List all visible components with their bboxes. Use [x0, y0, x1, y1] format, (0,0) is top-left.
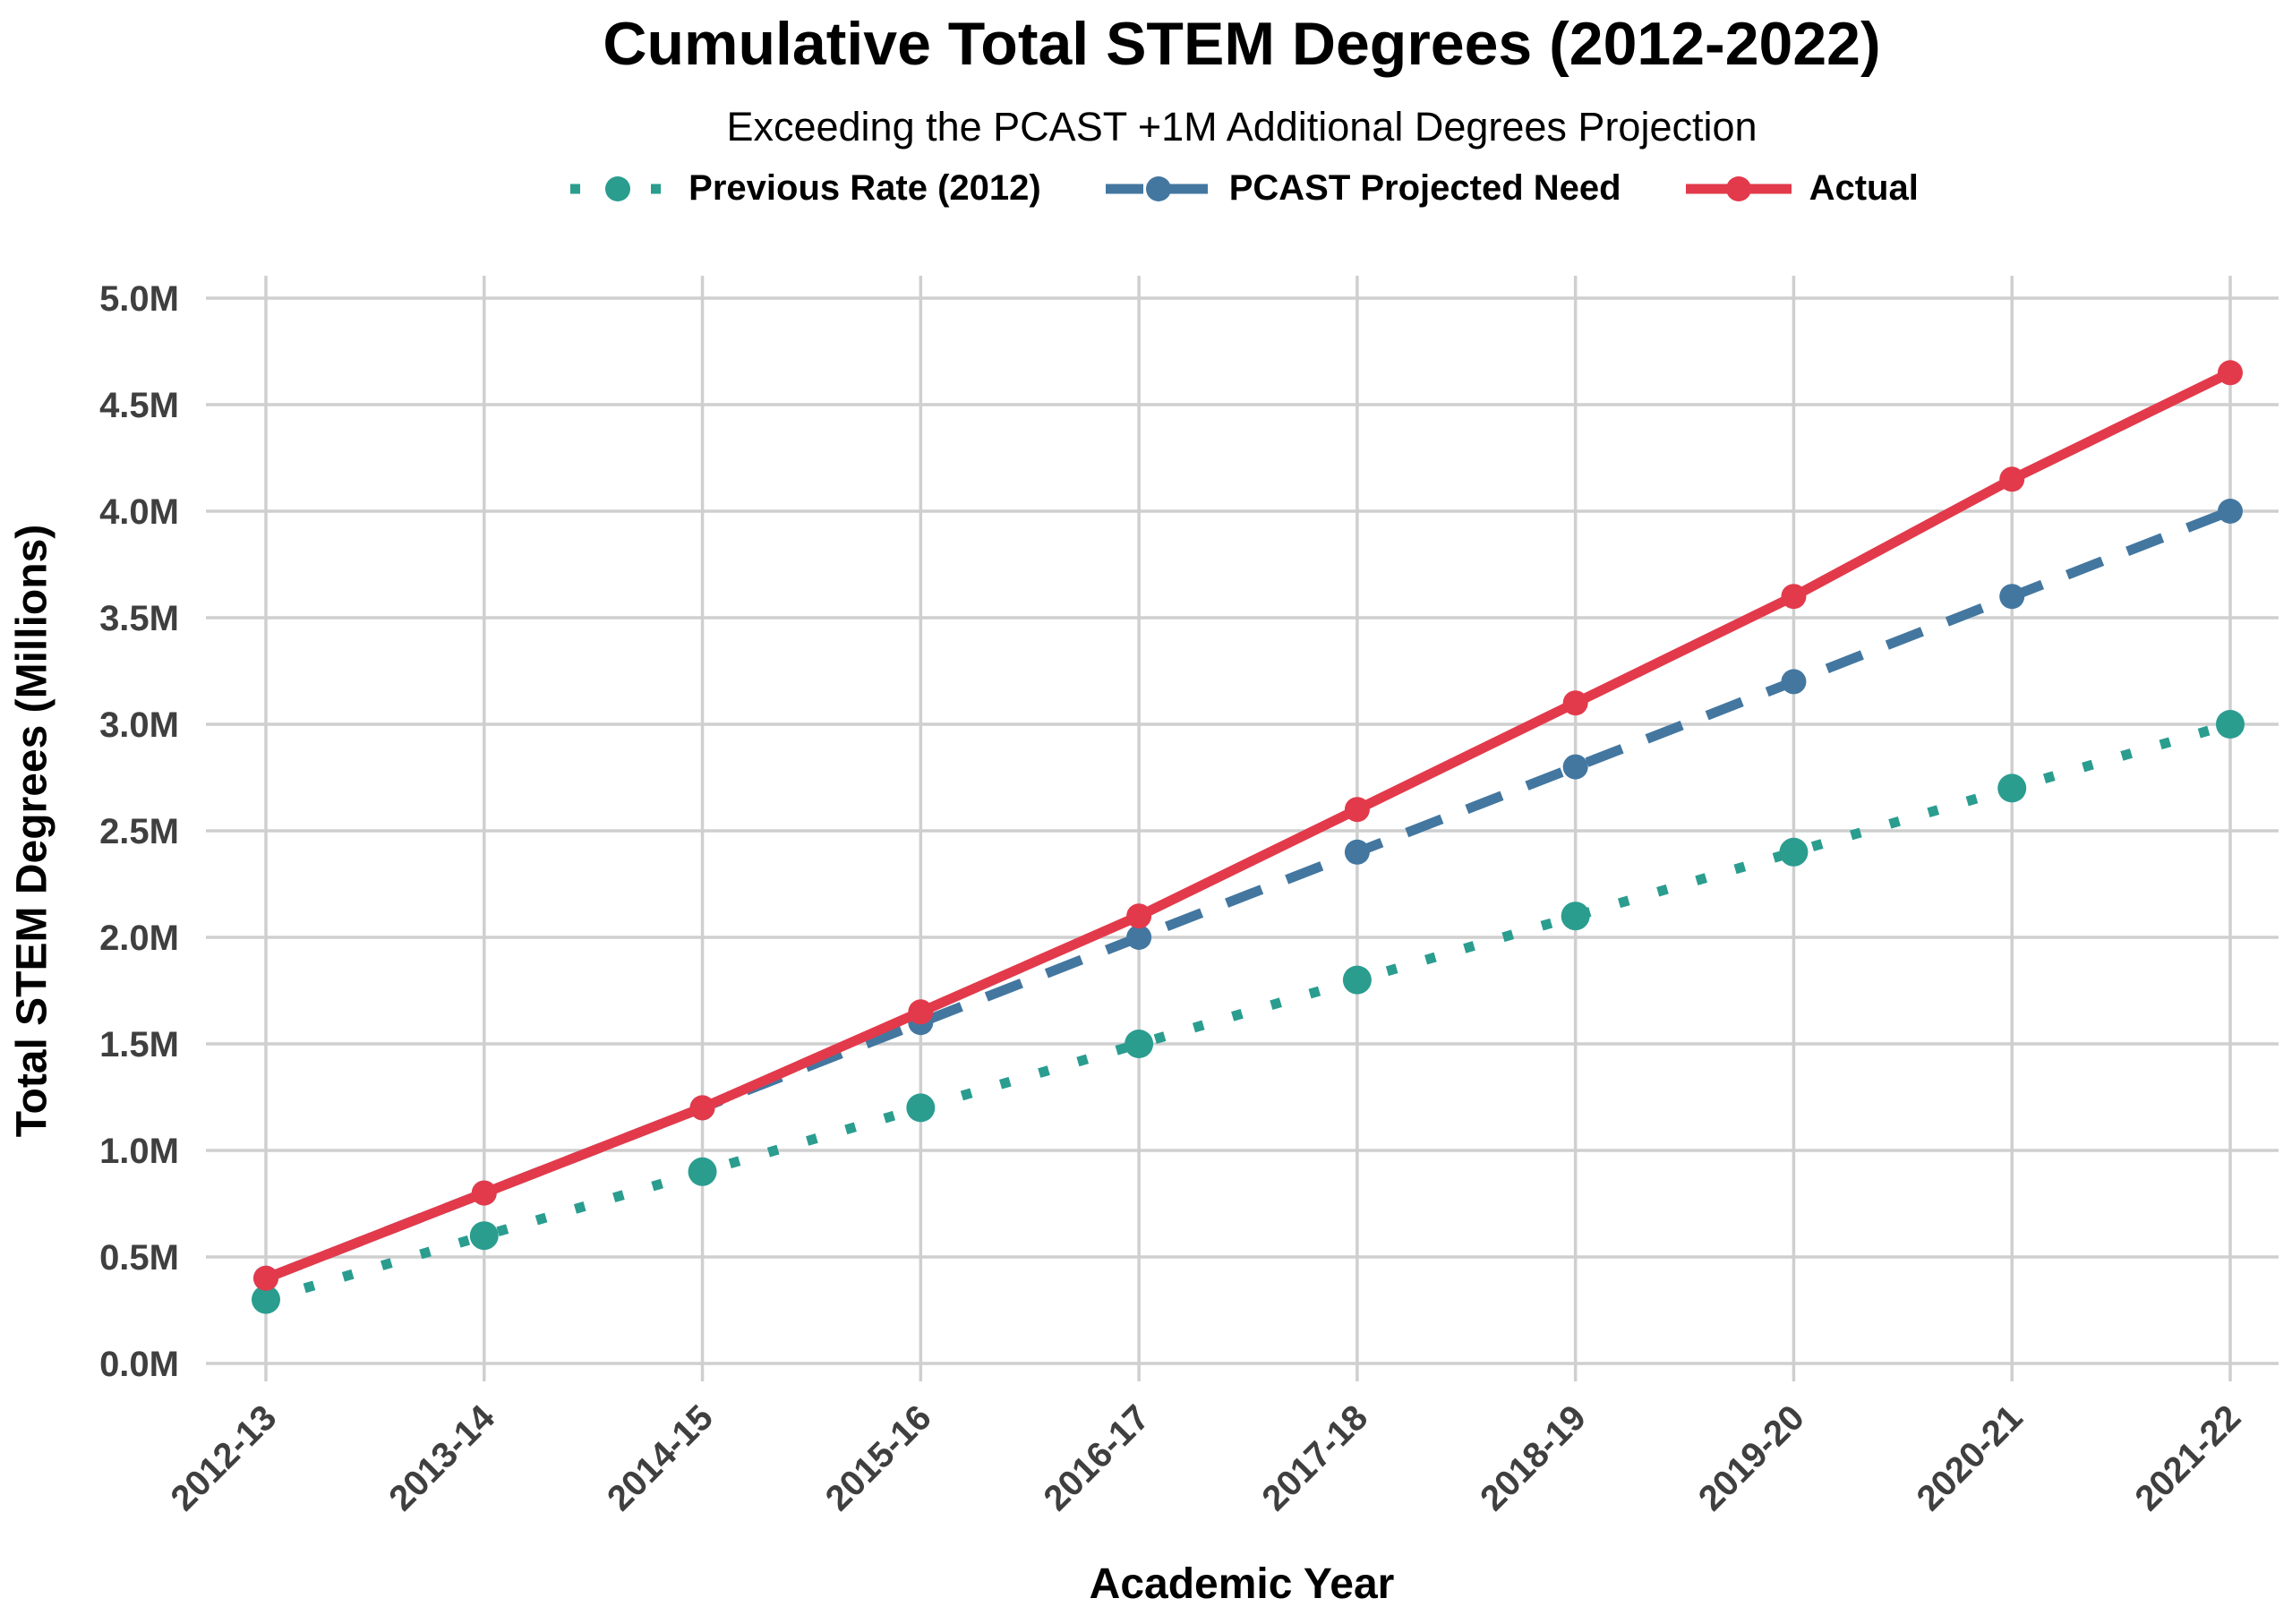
data-point-pcast-projected-need [1999, 584, 2025, 610]
data-point-previous-rate-2012 [1125, 1030, 1154, 1058]
legend-marker-icon [1145, 175, 1171, 201]
legend-swatch-dashed-line [1105, 175, 1211, 201]
data-point-previous-rate-2012 [1997, 774, 2027, 803]
data-point-actual [1781, 584, 1807, 610]
data-point-actual [1126, 903, 1152, 929]
y-tick-label: 3.5M [99, 599, 179, 638]
y-tick-labels: 0.0M 0.5M 1.0M 1.5M 2.0M 2.5M 3.0M 3.5M 4.0M 4.5M… [99, 279, 179, 1384]
y-tick-label: 2.0M [99, 919, 179, 958]
legend-item-previous-rate-2012: Previous Rate (2012) [565, 168, 1041, 209]
y-tick-label: 1.5M [99, 1025, 179, 1064]
data-point-actual [2218, 360, 2243, 386]
data-point-previous-rate-2012 [1779, 837, 1809, 867]
x-tick-label: 2015-16 [818, 1397, 939, 1518]
data-point-actual [253, 1265, 278, 1291]
x-tick-label: 2016-17 [1037, 1397, 1158, 1518]
data-point-previous-rate-2012 [2216, 710, 2245, 739]
data-point-actual [689, 1095, 715, 1121]
y-tick-label: 4.5M [99, 386, 179, 425]
y-tick-label: 1.0M [99, 1132, 179, 1171]
x-tick-label: 2020-21 [1910, 1397, 2031, 1518]
series-actual [253, 360, 2243, 1291]
data-point-actual [1562, 690, 1588, 716]
data-point-previous-rate-2012 [1561, 902, 1590, 931]
data-point-previous-rate-2012 [688, 1157, 717, 1186]
chart-title: Cumulative Total STEM Degrees (2012-2022… [603, 10, 1881, 78]
legend-item-actual: Actual [1685, 168, 1919, 209]
x-tick-label: 2017-18 [1254, 1397, 1375, 1518]
data-point-actual [1344, 797, 1370, 823]
data-point-actual [908, 999, 934, 1025]
x-tick-label: 2019-20 [1691, 1397, 1812, 1518]
data-point-pcast-projected-need [1344, 839, 1370, 865]
y-axis-title: Total STEM Degrees (Millions) [8, 524, 56, 1138]
legend-swatch-solid-line [1685, 175, 1792, 201]
series-line-previous-rate-2012 [264, 719, 2232, 1304]
x-axis-title: Academic Year [1089, 1560, 1395, 1608]
series-previous-rate-2012 [252, 710, 2245, 1314]
data-point-previous-rate-2012 [252, 1285, 280, 1314]
legend-marker-icon [1725, 175, 1751, 201]
data-point-previous-rate-2012 [906, 1093, 936, 1123]
data-point-previous-rate-2012 [469, 1221, 499, 1251]
x-tick-label: 2021-22 [2127, 1397, 2248, 1518]
y-tick-label: 0.0M [99, 1345, 179, 1384]
data-point-actual [1999, 466, 2025, 492]
x-tick-label: 2014-15 [600, 1397, 721, 1518]
series-line-actual [263, 368, 2233, 1283]
legend: Previous Rate (2012) PCAST Projected Need… [192, 168, 2292, 209]
x-tick-labels: 2012-13 2013-14 2014-15 2015-16 2016-17 2017-… [163, 1397, 2248, 1518]
legend-label: Previous Rate (2012) [688, 168, 1041, 208]
y-tick-label: 0.5M [99, 1238, 179, 1278]
data-point-pcast-projected-need [1126, 925, 1152, 950]
chart-subtitle: Exceeding the PCAST +1M Additional Degre… [726, 104, 1757, 150]
legend-label: PCAST Projected Need [1228, 168, 1621, 208]
legend-item-pcast-projected-need: PCAST Projected Need [1105, 168, 1621, 209]
data-point-previous-rate-2012 [1342, 965, 1372, 995]
data-point-pcast-projected-need [1562, 754, 1588, 780]
y-tick-label: 3.0M [99, 705, 179, 745]
x-tick-label: 2013-14 [381, 1397, 502, 1518]
data-point-pcast-projected-need [1781, 669, 1807, 695]
data-point-actual [471, 1180, 497, 1206]
x-tick-label: 2018-19 [1473, 1397, 1594, 1518]
legend-swatch-dotted-line [565, 175, 671, 201]
x-tick-label: 2012-13 [163, 1397, 284, 1518]
y-tick-label: 5.0M [99, 279, 179, 319]
y-tick-label: 2.5M [99, 812, 179, 851]
legend-label: Actual [1809, 168, 1919, 208]
y-tick-label: 4.0M [99, 492, 179, 532]
data-point-pcast-projected-need [2218, 499, 2243, 524]
legend-marker-icon [605, 175, 631, 201]
gridlines [206, 276, 2279, 1381]
